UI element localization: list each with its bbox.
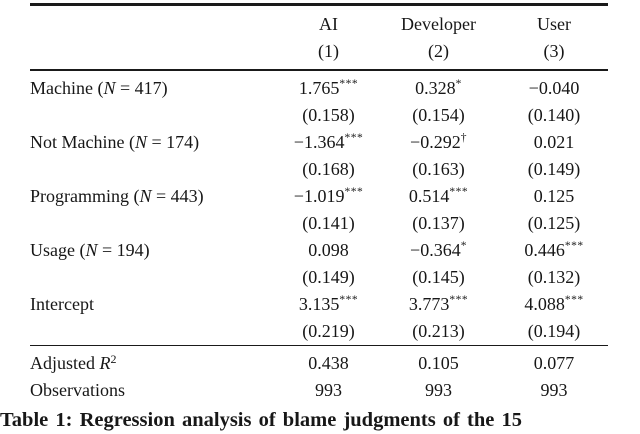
regression-table: AI Developer User (1) (2) (3) Machine (N… (30, 0, 608, 404)
coef-cell: −0.364* (410, 239, 467, 260)
stat-cell: 0.077 (533, 353, 575, 373)
col-header-ai: AI (319, 14, 338, 34)
col-header-developer: Developer (401, 14, 476, 34)
se-cell: (0.125) (527, 212, 581, 233)
coef-cell: 0.021 (533, 131, 575, 152)
sig-marker: *** (339, 77, 359, 90)
table-mid-rule (30, 69, 608, 71)
sig-marker: *** (344, 185, 364, 198)
se-cell: (0.168) (302, 158, 355, 179)
sig-marker: *** (449, 293, 469, 306)
se-cell: (0.149) (527, 158, 581, 179)
table-row: Machine (N = 417) 1.765*** 0.328* −0.040 (30, 75, 608, 102)
se-cell: (0.163) (412, 158, 465, 179)
stat-cell: 993 (425, 380, 452, 400)
table-row-se: (0.149) (0.145) (0.132) (30, 264, 608, 291)
header-spacer (30, 38, 280, 65)
se-cell: (0.149) (302, 266, 355, 287)
stat-label-observations: Observations (30, 380, 125, 400)
dagger-marker: † (460, 131, 467, 144)
se-cell: (0.194) (527, 320, 581, 341)
col-number-3: (3) (543, 41, 565, 61)
col-header-user: User (537, 14, 571, 34)
sig-marker: *** (564, 239, 584, 252)
stat-cell: 993 (315, 380, 342, 400)
table-row: Intercept 3.135*** 3.773*** 4.088*** (30, 291, 608, 318)
se-cell: (0.140) (527, 104, 581, 125)
se-cell: (0.154) (412, 104, 465, 125)
coef-cell: −0.292† (410, 131, 467, 152)
col-number-2: (2) (428, 41, 449, 61)
stat-row: Adjusted R2 0.438 0.105 0.077 (30, 350, 608, 377)
table-stats: Adjusted R2 0.438 0.105 0.077 Observatio… (30, 350, 608, 404)
stat-cell: 0.438 (308, 353, 349, 373)
coef-cell: 0.125 (533, 185, 575, 206)
table-row: Usage (N = 194) 0.098 −0.364* 0.446*** (30, 237, 608, 264)
coef-cell: 4.088*** (524, 293, 584, 314)
row-label: Intercept (30, 293, 94, 314)
table-stats-rule (30, 344, 608, 346)
table-row-se: (0.168) (0.163) (0.149) (30, 156, 608, 183)
row-label: Not Machine (N = 174) (30, 131, 200, 152)
col-number-1: (1) (318, 41, 339, 61)
se-cell: (0.219) (302, 320, 355, 341)
row-label-spacer (30, 210, 280, 237)
coef-cell: −0.040 (528, 77, 580, 98)
se-cell: (0.132) (527, 266, 581, 287)
row-label-spacer (30, 264, 280, 291)
se-cell: (0.141) (302, 212, 355, 233)
stat-row: Observations 993 993 993 (30, 377, 608, 404)
row-label-spacer (30, 156, 280, 183)
row-label: Usage (N = 194) (30, 239, 150, 260)
table-row-se: (0.141) (0.137) (0.125) (30, 210, 608, 237)
table-row: Programming (N = 443) −1.019*** 0.514***… (30, 183, 608, 210)
sig-marker: *** (344, 131, 364, 144)
coef-cell: −1.364*** (293, 131, 364, 152)
se-cell: (0.158) (302, 104, 355, 125)
se-cell: (0.145) (412, 266, 465, 287)
se-cell: (0.213) (412, 320, 465, 341)
table-row-se: (0.158) (0.154) (0.140) (30, 102, 608, 129)
row-label: Programming (N = 443) (30, 185, 204, 206)
coef-cell: 1.765*** (298, 77, 359, 98)
row-label-spacer (30, 318, 280, 345)
coef-cell: 0.328* (415, 77, 462, 98)
table-row-se: (0.219) (0.213) (0.194) (30, 318, 608, 345)
se-cell: (0.137) (412, 212, 465, 233)
header-spacer (30, 11, 280, 38)
sig-marker: *** (449, 185, 469, 198)
sig-marker: *** (339, 293, 359, 306)
table-caption: Table 1: Regression analysis of blame ju… (0, 409, 522, 431)
coef-cell: 0.098 (308, 239, 349, 260)
coef-cell: 3.773*** (408, 293, 469, 314)
table-body: Machine (N = 417) 1.765*** 0.328* −0.040… (30, 75, 608, 345)
coef-cell: 0.514*** (408, 185, 469, 206)
table-header: AI Developer User (1) (2) (3) (30, 11, 608, 65)
sig-marker: * (460, 239, 467, 252)
table-row: Not Machine (N = 174) −1.364*** −0.292† … (30, 129, 608, 156)
sig-marker: * (455, 77, 462, 90)
sig-marker: *** (564, 293, 584, 306)
row-label-spacer (30, 102, 280, 129)
stat-cell: 993 (540, 380, 568, 400)
coef-cell: 0.446*** (524, 239, 584, 260)
row-label: Machine (N = 417) (30, 77, 168, 98)
table-top-rule (30, 3, 608, 6)
stat-label-adjusted-r2: Adjusted R2 (30, 352, 117, 373)
coef-cell: −1.019*** (293, 185, 364, 206)
stat-cell: 0.105 (418, 353, 459, 373)
coef-cell: 3.135*** (298, 293, 359, 314)
